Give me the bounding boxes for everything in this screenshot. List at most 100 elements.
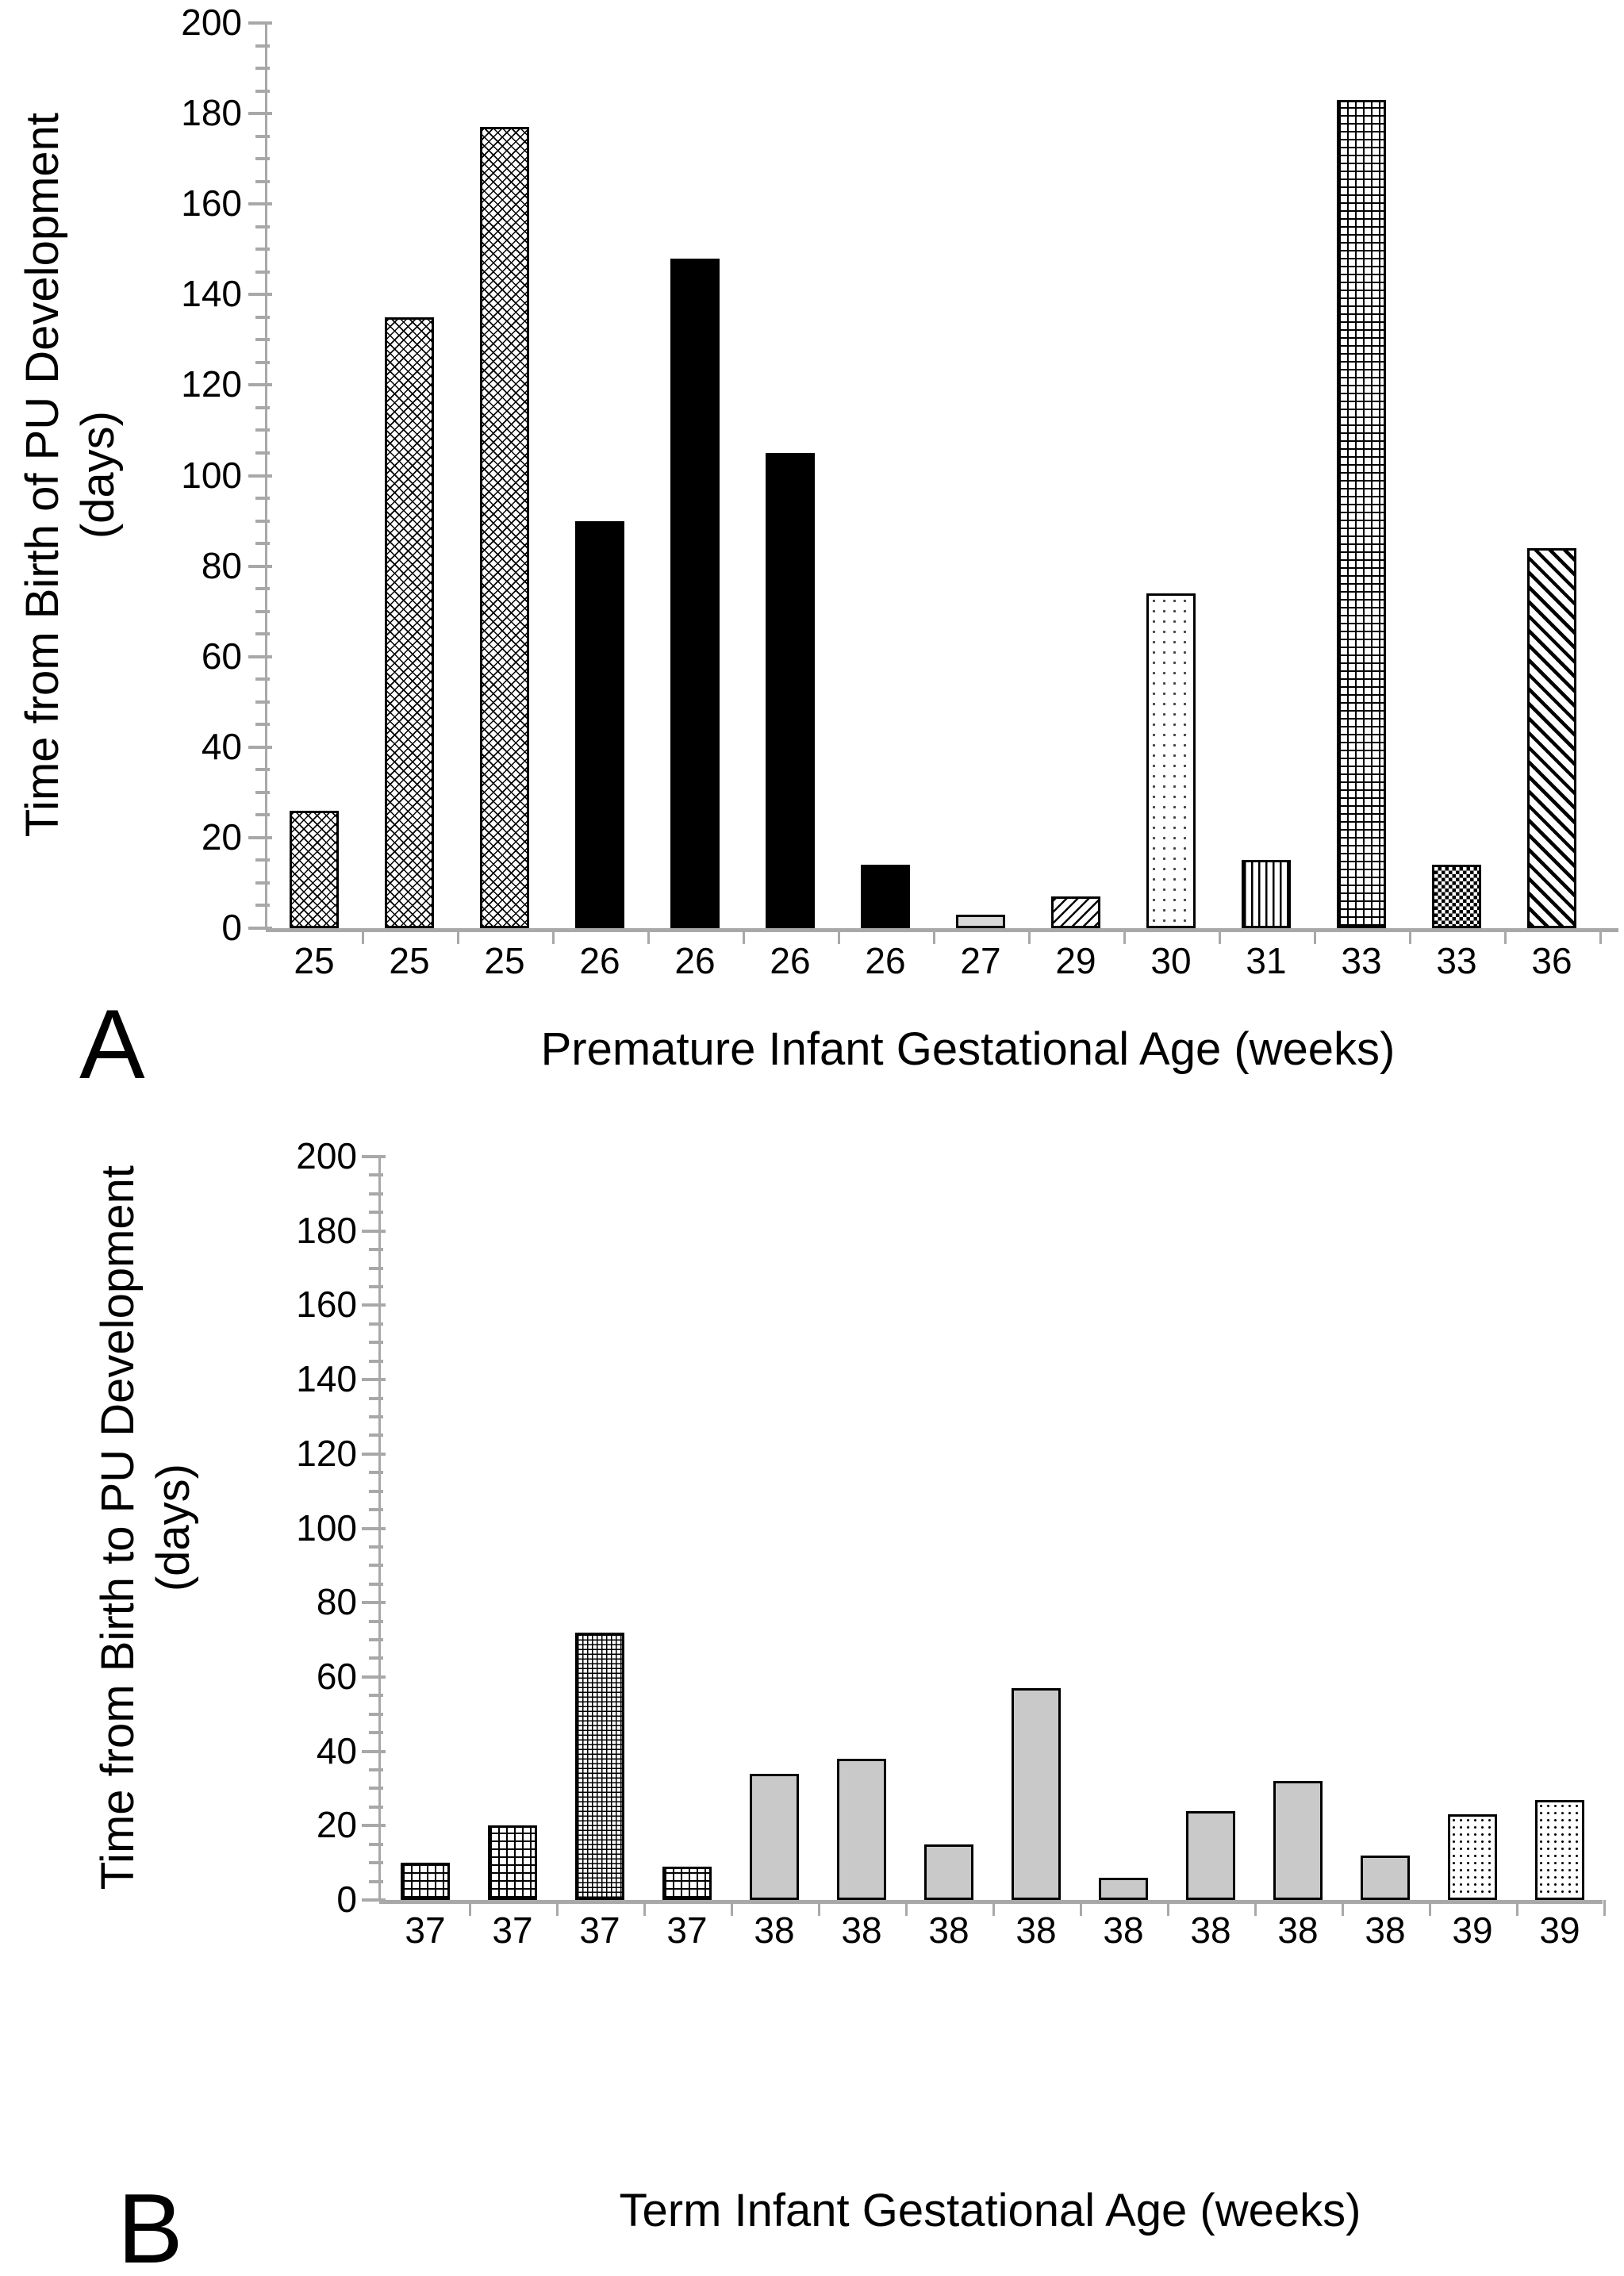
y-axis-minor-tick [369,1192,383,1196]
y-axis-major-tick [248,564,272,568]
bar [575,521,624,928]
x-axis-tick-label: 25 [389,940,430,981]
x-axis-tick-label: 25 [294,940,335,981]
x-axis-line [266,928,1618,932]
panel-b-ylabel-line2: (days) [147,1464,199,1592]
y-axis-minor-tick [369,1787,383,1790]
x-axis-tick-label: 36 [1531,940,1572,981]
x-axis-tick-label: 38 [1190,1909,1231,1951]
y-axis-major-tick [362,1452,386,1456]
x-axis-boundary-tick [743,928,745,944]
y-axis-minor-tick [255,519,270,523]
x-axis-boundary-tick [647,928,650,944]
y-axis-tick-label: 20 [316,1804,357,1846]
x-axis-boundary-tick [1123,928,1126,944]
y-axis-tick-label: 120 [296,1432,357,1474]
y-axis-minor-tick [369,1619,383,1623]
x-axis-boundary-tick [1342,1900,1344,1916]
x-axis-boundary-tick [818,1900,820,1916]
y-axis-minor-tick [255,497,270,501]
x-axis-boundary-tick [362,928,364,944]
y-axis-minor-tick [255,338,270,342]
x-axis-boundary-tick [552,928,555,944]
x-axis-tick-label: 27 [960,940,1001,981]
bar [290,811,339,928]
panel-a-xlabel: Premature Infant Gestational Age (weeks) [540,1023,1396,1075]
y-axis-minor-tick [255,632,270,636]
y-axis-minor-tick [369,1471,383,1475]
y-axis-minor-tick [369,1861,383,1865]
y-axis-major-tick [362,1526,386,1530]
x-axis-tick-label: 33 [1341,940,1382,981]
y-axis-tick-label: 140 [296,1358,357,1400]
bar [670,259,720,928]
x-axis-boundary-tick [1254,1900,1257,1916]
y-axis-minor-tick [369,1638,383,1642]
y-axis-minor-tick [369,1248,383,1252]
y-axis-minor-tick [255,315,270,319]
panel-b-letter: B [117,2174,183,2276]
y-axis-minor-tick [255,904,270,908]
x-axis-boundary-tick [457,928,459,944]
bar [662,1867,712,1900]
x-axis-tick-label: 38 [841,1909,882,1951]
y-axis-major-tick [362,1303,386,1307]
bar [1242,860,1291,928]
y-axis-major-tick [248,112,272,116]
x-axis-boundary-tick [1167,1900,1169,1916]
y-axis-major-tick [248,383,272,387]
y-axis-minor-tick [369,1582,383,1586]
y-axis-minor-tick [255,248,270,251]
x-axis-tick-label: 33 [1436,940,1477,981]
x-axis-tick-label: 30 [1150,940,1192,981]
bar [1273,1781,1323,1900]
y-axis-minor-tick [255,609,270,613]
y-axis-minor-tick [369,1359,383,1363]
y-axis-minor-tick [255,542,270,546]
y-axis-minor-tick [255,700,270,704]
x-axis-tick-label: 26 [770,940,811,981]
bar [385,317,434,928]
y-axis-major-tick [248,293,272,297]
x-axis-boundary-tick [1080,1900,1082,1916]
y-axis-tick-label: 180 [181,92,242,134]
y-axis-major-tick [248,927,272,930]
x-axis-boundary-tick [992,1900,995,1916]
bar [1012,1688,1061,1900]
x-axis-boundary-tick [1504,928,1507,944]
y-axis-minor-tick [255,179,270,183]
bar [1432,865,1481,928]
y-axis-tick-label: 140 [181,273,242,315]
x-axis-tick-label: 26 [579,940,620,981]
y-axis-tick-label: 80 [201,544,242,586]
x-axis-tick-label: 38 [1365,1909,1406,1951]
panel-b-xlabel: Term Infant Gestational Age (weeks) [619,2185,1361,2236]
x-axis-boundary-tick [838,928,840,944]
y-axis-major-tick [248,202,272,206]
x-axis-tick-label: 37 [666,1909,708,1951]
x-axis-boundary-tick [1028,928,1031,944]
y-axis-minor-tick [369,1284,383,1288]
panel-a-ylabel-line1: Time from Birth of PU Development [16,112,68,838]
bar [837,1759,886,1900]
y-axis-tick-label: 40 [201,725,242,767]
x-axis-tick-label: 37 [492,1909,533,1951]
y-axis-major-tick [248,21,272,25]
bar [1051,896,1100,928]
y-axis-major-tick [362,1229,386,1233]
x-axis-boundary-tick [469,1900,471,1916]
y-axis-minor-tick [369,1266,383,1270]
y-axis-tick-label: 0 [336,1879,357,1920]
x-axis-tick-label: 38 [928,1909,969,1951]
bar [401,1863,450,1900]
panel-b-ylabel-line1: Time from Birth to PU Development [91,1165,144,1890]
bar [750,1774,799,1900]
y-axis-minor-tick [369,1489,383,1493]
y-axis-tick-label: 200 [181,2,242,43]
y-axis-minor-tick [255,451,270,455]
y-axis-major-tick [248,835,272,839]
y-axis-tick-label: 100 [296,1506,357,1549]
bar [1146,593,1196,928]
y-axis-minor-tick [369,1341,383,1345]
